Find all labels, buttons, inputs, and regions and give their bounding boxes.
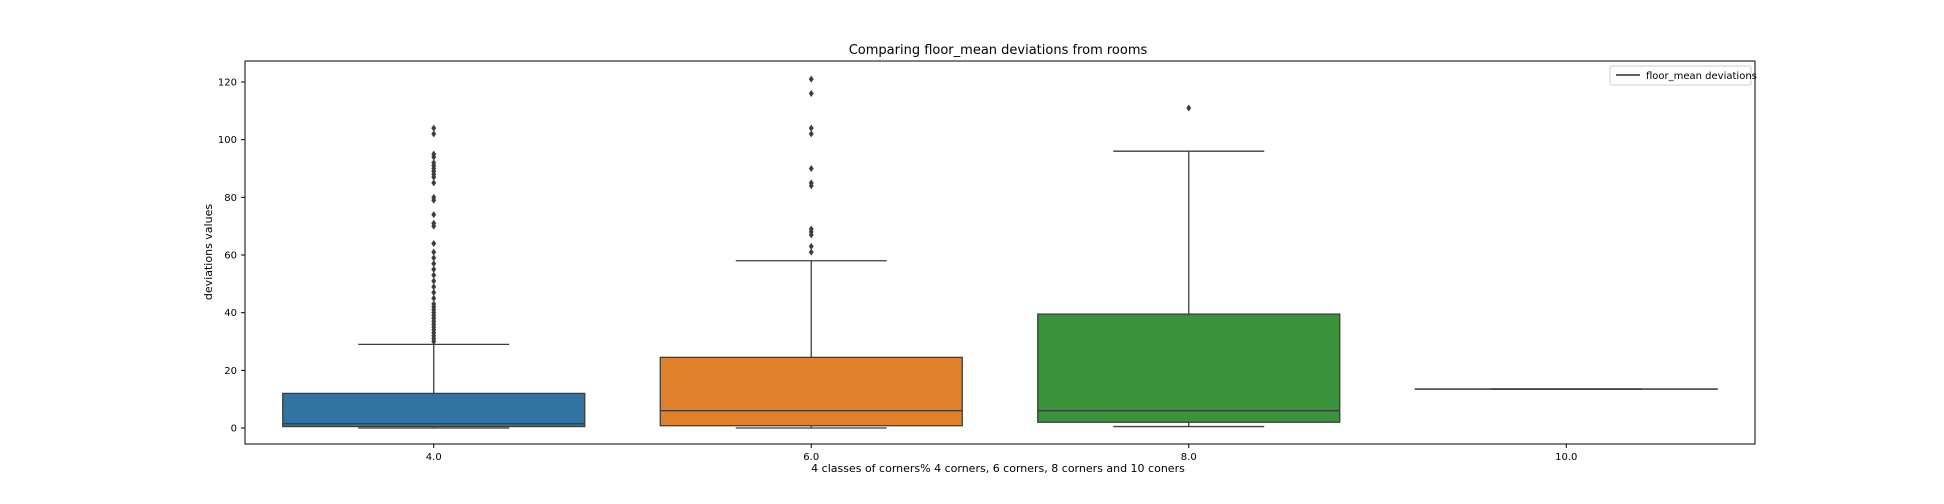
outlier-point xyxy=(431,271,437,279)
outlier-point xyxy=(808,248,814,256)
box-body xyxy=(1037,313,1341,423)
box-body xyxy=(282,392,586,428)
outlier-point xyxy=(431,211,437,219)
x-tick-label: 4.0 xyxy=(426,452,442,463)
outlier-point xyxy=(431,150,437,158)
box-group-4.0 xyxy=(282,124,586,429)
outlier-point xyxy=(431,248,437,256)
chart-title: Comparing floor_mean deviations from roo… xyxy=(849,43,1148,58)
x-axis: 4.0 6.0 8.0 10.0 xyxy=(426,444,1577,463)
plot-frame xyxy=(244,60,1756,445)
outlier-point xyxy=(808,242,814,250)
box-body xyxy=(659,356,963,427)
x-tick-label: 6.0 xyxy=(803,452,819,463)
y-axis: 0 20 40 60 80 100 120 xyxy=(218,78,245,435)
legend: floor_mean deviations xyxy=(1609,65,1757,86)
outlier-point xyxy=(808,130,814,138)
outlier-point xyxy=(808,124,814,132)
y-tick-label: 20 xyxy=(224,366,237,377)
outlier-point xyxy=(808,179,814,187)
y-tick-label: 100 xyxy=(218,135,237,146)
outlier-point xyxy=(808,225,814,233)
outlier-point xyxy=(431,294,437,302)
outlier-point xyxy=(808,90,814,98)
outlier-point xyxy=(431,179,437,187)
outlier-point xyxy=(431,254,437,262)
boxes-layer xyxy=(282,75,1718,429)
outlier-point xyxy=(431,130,437,138)
x-tick-label: 8.0 xyxy=(1181,452,1197,463)
outlier-point xyxy=(431,124,437,132)
outlier-point xyxy=(431,193,437,201)
y-tick-label: 40 xyxy=(224,308,237,319)
outlier-point xyxy=(808,75,814,83)
outlier-point xyxy=(431,260,437,268)
outlier-point xyxy=(431,283,437,291)
y-axis-label: deviations values xyxy=(202,204,215,300)
outlier-point xyxy=(431,265,437,273)
outlier-point xyxy=(431,300,437,308)
y-tick-label: 60 xyxy=(224,251,237,262)
box-group-6.0 xyxy=(659,75,963,429)
legend-box xyxy=(1609,65,1752,86)
outlier-point xyxy=(1186,104,1192,112)
legend-label: floor_mean deviations xyxy=(1646,71,1757,82)
outlier-point xyxy=(431,277,437,285)
outlier-point xyxy=(431,219,437,227)
outlier-point xyxy=(808,165,814,172)
outlier-point xyxy=(431,288,437,296)
x-axis-label: 4 classes of corners% 4 corners, 6 corne… xyxy=(811,462,1185,475)
y-tick-label: 120 xyxy=(218,78,237,89)
x-tick-label: 10.0 xyxy=(1555,452,1577,463)
y-tick-label: 80 xyxy=(224,193,237,204)
y-tick-label: 0 xyxy=(231,424,237,435)
outlier-point xyxy=(431,239,437,247)
box-group-8.0 xyxy=(1037,104,1341,428)
outlier-point xyxy=(431,159,437,167)
